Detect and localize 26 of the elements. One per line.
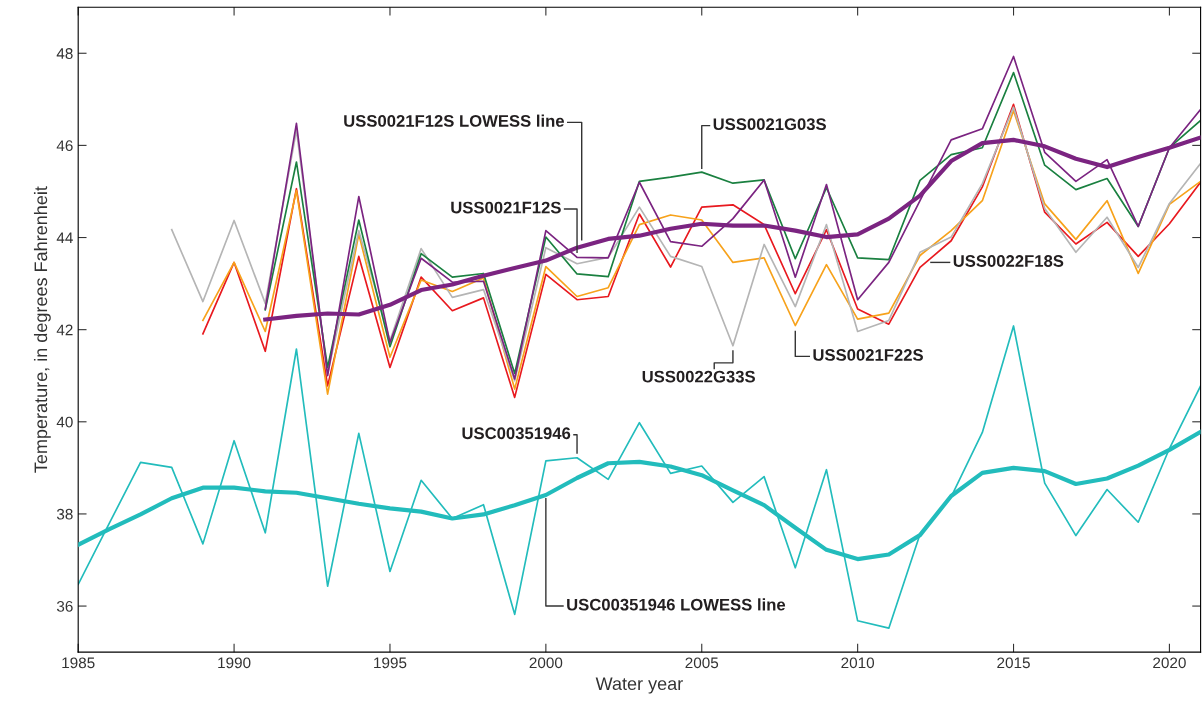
y-tick-label: 46 xyxy=(56,140,73,152)
text: USS0021F12S LOWESS line xyxy=(344,114,565,127)
line-series xyxy=(78,325,1201,630)
series-label: USS0021F12S xyxy=(451,201,561,214)
x-tick-label: 2000 xyxy=(529,657,563,669)
y-axis-title: Temperature, in degrees Fahrenheit xyxy=(33,186,51,473)
x-tick-label: 2005 xyxy=(685,657,719,669)
x-tick-label: 2010 xyxy=(841,657,875,669)
y-tick-label: 44 xyxy=(56,232,73,244)
y-tick-label: 42 xyxy=(56,324,73,336)
series-label: USS0021F22S xyxy=(813,349,923,361)
x-tick-label: 1990 xyxy=(218,657,251,669)
y-tick-label: 48 xyxy=(56,48,73,59)
y-tick-label: 38 xyxy=(56,508,73,520)
series-label: USS0022F18S xyxy=(953,255,1064,267)
text: USC00351946 LOWESS line xyxy=(567,598,786,611)
y-tick-label: 40 xyxy=(56,416,73,428)
series-label: USS0022G33S xyxy=(642,370,755,383)
x-tick-label: 2015 xyxy=(997,657,1030,669)
x-tick-label: 2020 xyxy=(1153,657,1186,669)
text: USS0021G03S xyxy=(713,118,826,131)
x-tick-label: 1995 xyxy=(374,657,407,669)
x-tick-label: 1985 xyxy=(62,657,95,669)
x-axis-title: Water year xyxy=(595,677,683,694)
y-tick-label: 36 xyxy=(56,600,73,612)
series-label: USC00351946 xyxy=(462,427,571,440)
